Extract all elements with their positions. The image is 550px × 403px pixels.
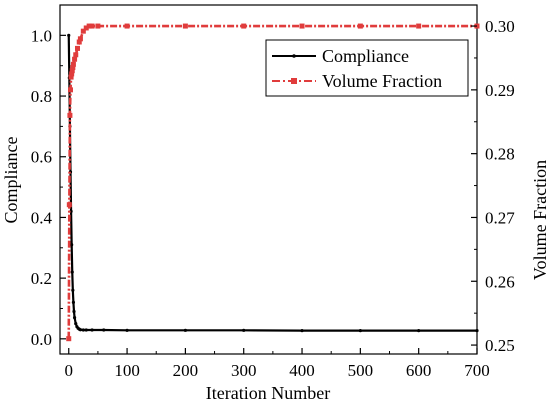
compliance-point — [300, 329, 304, 333]
y-left-tick-label: 0.6 — [31, 148, 52, 167]
x-tick-label: 600 — [406, 361, 432, 380]
legend-marker-volume-fraction — [291, 78, 297, 84]
volume-fraction-point — [69, 68, 75, 74]
legend-box — [265, 39, 469, 97]
compliance-point — [78, 328, 83, 332]
volume-fraction-point — [66, 336, 72, 342]
y-right-tick-label: 0.25 — [485, 336, 515, 355]
legend-label-compliance: Compliance — [322, 46, 409, 66]
compliance-point — [102, 328, 106, 332]
y-left-tick-label: 0.4 — [31, 208, 53, 227]
volume-fraction-point — [70, 65, 76, 71]
compliance-point — [81, 328, 85, 332]
volume-fraction-point — [70, 61, 76, 67]
volume-fraction-point — [69, 71, 75, 77]
legend-label-volume-fraction: Volume Fraction — [322, 71, 442, 91]
x-tick-label: 100 — [114, 361, 140, 380]
compliance-point — [70, 243, 74, 247]
y-right-tick-label: 0.26 — [485, 272, 515, 291]
compliance-point — [125, 328, 129, 332]
volume-fraction-point — [80, 28, 86, 34]
volume-fraction-point — [73, 52, 79, 58]
plot-frame — [59, 4, 478, 355]
y-left-tick-label: 1.0 — [31, 26, 52, 45]
compliance-point — [71, 300, 76, 305]
volume-fraction-point — [124, 23, 130, 29]
compliance-point — [74, 322, 78, 326]
volume-fraction-point — [89, 23, 95, 29]
y-right-tick-label: 0.28 — [485, 145, 515, 164]
compliance-point — [475, 329, 479, 333]
volume-fraction-point — [77, 36, 83, 42]
x-tick-label: 400 — [289, 361, 315, 380]
compliance-point — [84, 328, 88, 332]
y-right-tick-label: 0.27 — [485, 208, 515, 227]
volume-fraction-point — [416, 23, 422, 29]
labels-layer: 0 100 200 300 400 500 600 700 0.0 0.2 0.4 0.6 0.8 1.0… — [31, 17, 516, 380]
compliance-point — [70, 270, 74, 274]
x-tick-label: 300 — [231, 361, 257, 380]
compliance-point — [72, 315, 77, 320]
x-axis-title: Iteration Number — [206, 383, 330, 403]
volume-fraction-point — [357, 23, 363, 29]
volume-fraction-point — [83, 25, 89, 31]
volume-fraction-point — [86, 23, 92, 29]
volume-fraction-point — [95, 23, 101, 29]
volume-fraction-point — [182, 23, 188, 29]
compliance-point — [183, 328, 187, 332]
compliance-point — [72, 309, 76, 314]
volume-fraction-point — [241, 23, 247, 29]
x-tick-label: 500 — [348, 361, 374, 380]
volume-fraction-point — [68, 74, 74, 80]
y-right-axis-title: Volume Fraction — [530, 160, 550, 280]
volume-fraction-point — [67, 87, 73, 93]
volume-fraction-point — [76, 39, 82, 45]
y-right-tick-label: 0.30 — [485, 17, 515, 36]
volume-fraction-point — [74, 45, 80, 51]
compliance-point — [67, 33, 71, 37]
y-left-tick-label: 0.0 — [31, 330, 52, 349]
legend-marker-compliance — [292, 54, 296, 58]
series-layer — [66, 23, 480, 342]
volume-fraction-point — [66, 202, 72, 208]
compliance-point — [242, 328, 246, 332]
volume-fraction-point — [72, 56, 78, 62]
ticks-layer — [60, 25, 478, 354]
compliance-point — [358, 329, 362, 333]
x-tick-label: 200 — [173, 361, 199, 380]
x-tick-label: 0 — [64, 361, 73, 380]
x-tick-label: 700 — [464, 361, 490, 380]
compliance-point — [71, 288, 75, 292]
volume-fraction-point — [299, 23, 305, 29]
y-left-axis-title: Compliance — [1, 137, 21, 224]
compliance-point — [90, 328, 94, 332]
volume-fraction-point — [67, 112, 73, 118]
y-left-tick-label: 0.2 — [31, 269, 52, 288]
compliance-point — [417, 329, 421, 333]
y-right-tick-label: 0.29 — [485, 81, 515, 100]
y-left-tick-label: 0.8 — [31, 87, 52, 106]
legend: Compliance Volume Fraction — [265, 39, 469, 97]
